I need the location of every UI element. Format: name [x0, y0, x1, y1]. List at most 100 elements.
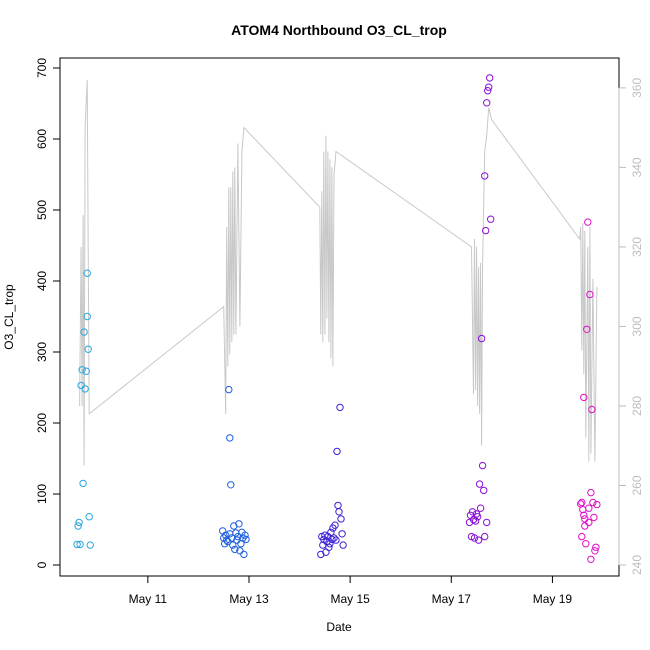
data-point	[325, 543, 333, 551]
data-point	[471, 517, 480, 525]
data-point	[480, 486, 488, 495]
y-tick-label: 200	[35, 413, 49, 433]
series-line	[79, 79, 598, 466]
data-point	[332, 536, 340, 544]
data-point	[481, 172, 489, 180]
data-point	[84, 345, 92, 353]
y-tick-label: 500	[35, 200, 49, 220]
data-point	[582, 540, 590, 548]
data-point	[468, 508, 477, 516]
data-point	[226, 434, 234, 442]
data-point	[591, 547, 599, 555]
data-point	[240, 550, 248, 559]
data-point	[476, 504, 485, 512]
data-point	[86, 541, 94, 549]
data-point	[477, 334, 486, 343]
x-tick-label: May 17	[432, 592, 472, 606]
data-point	[229, 541, 237, 549]
data-point	[234, 532, 242, 541]
y2-tick-label: 360	[630, 78, 644, 98]
data-point	[225, 385, 233, 394]
y-axis: 0 100 200 300 400 500 600 700	[35, 58, 61, 568]
data-point	[222, 531, 230, 539]
data-point	[470, 534, 479, 542]
data-point	[337, 515, 345, 523]
data-point	[75, 518, 83, 527]
x-axis: May 11 May 13 May 15 May 17 May 19	[129, 575, 573, 606]
data-point	[76, 540, 84, 549]
points-layer	[73, 74, 601, 563]
x-tick-label: May 11	[129, 592, 168, 606]
data-point	[482, 226, 490, 235]
y2-tick-label: 340	[630, 157, 644, 177]
data-point	[484, 87, 492, 95]
data-point	[586, 290, 594, 299]
data-point	[588, 405, 596, 414]
data-point	[486, 74, 494, 82]
data-point	[82, 367, 90, 375]
data-point	[223, 536, 231, 544]
data-point	[227, 481, 235, 489]
data-point	[78, 366, 86, 374]
data-point	[83, 312, 91, 321]
plot-frame	[59, 57, 620, 577]
data-point	[326, 540, 334, 548]
data-point	[330, 534, 338, 542]
x-axis-label: Date	[326, 620, 352, 634]
data-point	[338, 530, 346, 538]
data-point	[481, 532, 489, 541]
data-point	[578, 498, 586, 507]
data-point	[339, 541, 347, 549]
data-point	[587, 555, 595, 563]
y-tick-label: 300	[35, 342, 49, 362]
chart-title: ATOM4 Northbound O3_CL_trop	[231, 22, 447, 38]
y-tick-label: 600	[35, 129, 49, 149]
data-point	[79, 479, 87, 488]
data-point	[580, 511, 588, 519]
data-point	[593, 500, 601, 509]
data-point	[80, 328, 88, 336]
data-point	[483, 518, 491, 527]
data-point	[333, 447, 341, 456]
y2-tick-label: 320	[630, 237, 644, 257]
y2-line-layer	[79, 79, 598, 466]
data-point	[485, 83, 493, 91]
y-tick-label: 0	[35, 561, 49, 568]
data-point	[327, 528, 335, 536]
data-point	[85, 513, 93, 521]
x-tick-label: May 19	[533, 592, 573, 606]
data-point	[581, 522, 589, 530]
y-tick-label: 700	[35, 58, 49, 78]
data-point	[334, 501, 342, 510]
data-point	[590, 513, 598, 522]
data-point	[335, 508, 343, 516]
y2-tick-label: 300	[630, 316, 644, 336]
data-point	[580, 393, 588, 402]
data-point	[483, 99, 491, 107]
data-point	[478, 461, 487, 470]
data-point	[73, 540, 81, 549]
data-point	[585, 504, 593, 512]
data-point	[487, 215, 495, 223]
y2-tick-label: 260	[630, 475, 644, 495]
data-point	[583, 325, 591, 333]
data-point	[328, 535, 336, 544]
y-axis-label: O3_CL_trop	[2, 284, 16, 350]
data-point	[81, 385, 89, 393]
data-point	[331, 521, 339, 529]
data-point	[473, 513, 482, 521]
data-point	[578, 532, 586, 541]
data-point	[74, 522, 82, 530]
y-tick-label: 400	[35, 271, 49, 291]
x-tick-label: May 15	[330, 592, 370, 606]
data-point	[83, 269, 91, 277]
y2-tick-label: 240	[630, 555, 644, 575]
data-point	[231, 545, 239, 554]
data-point	[587, 488, 595, 497]
data-point	[585, 518, 593, 527]
data-point	[592, 543, 600, 551]
y2-tick-label: 280	[630, 396, 644, 416]
data-point	[336, 403, 344, 412]
y2-axis: 240 260 280 300 320 340 360	[618, 78, 644, 575]
